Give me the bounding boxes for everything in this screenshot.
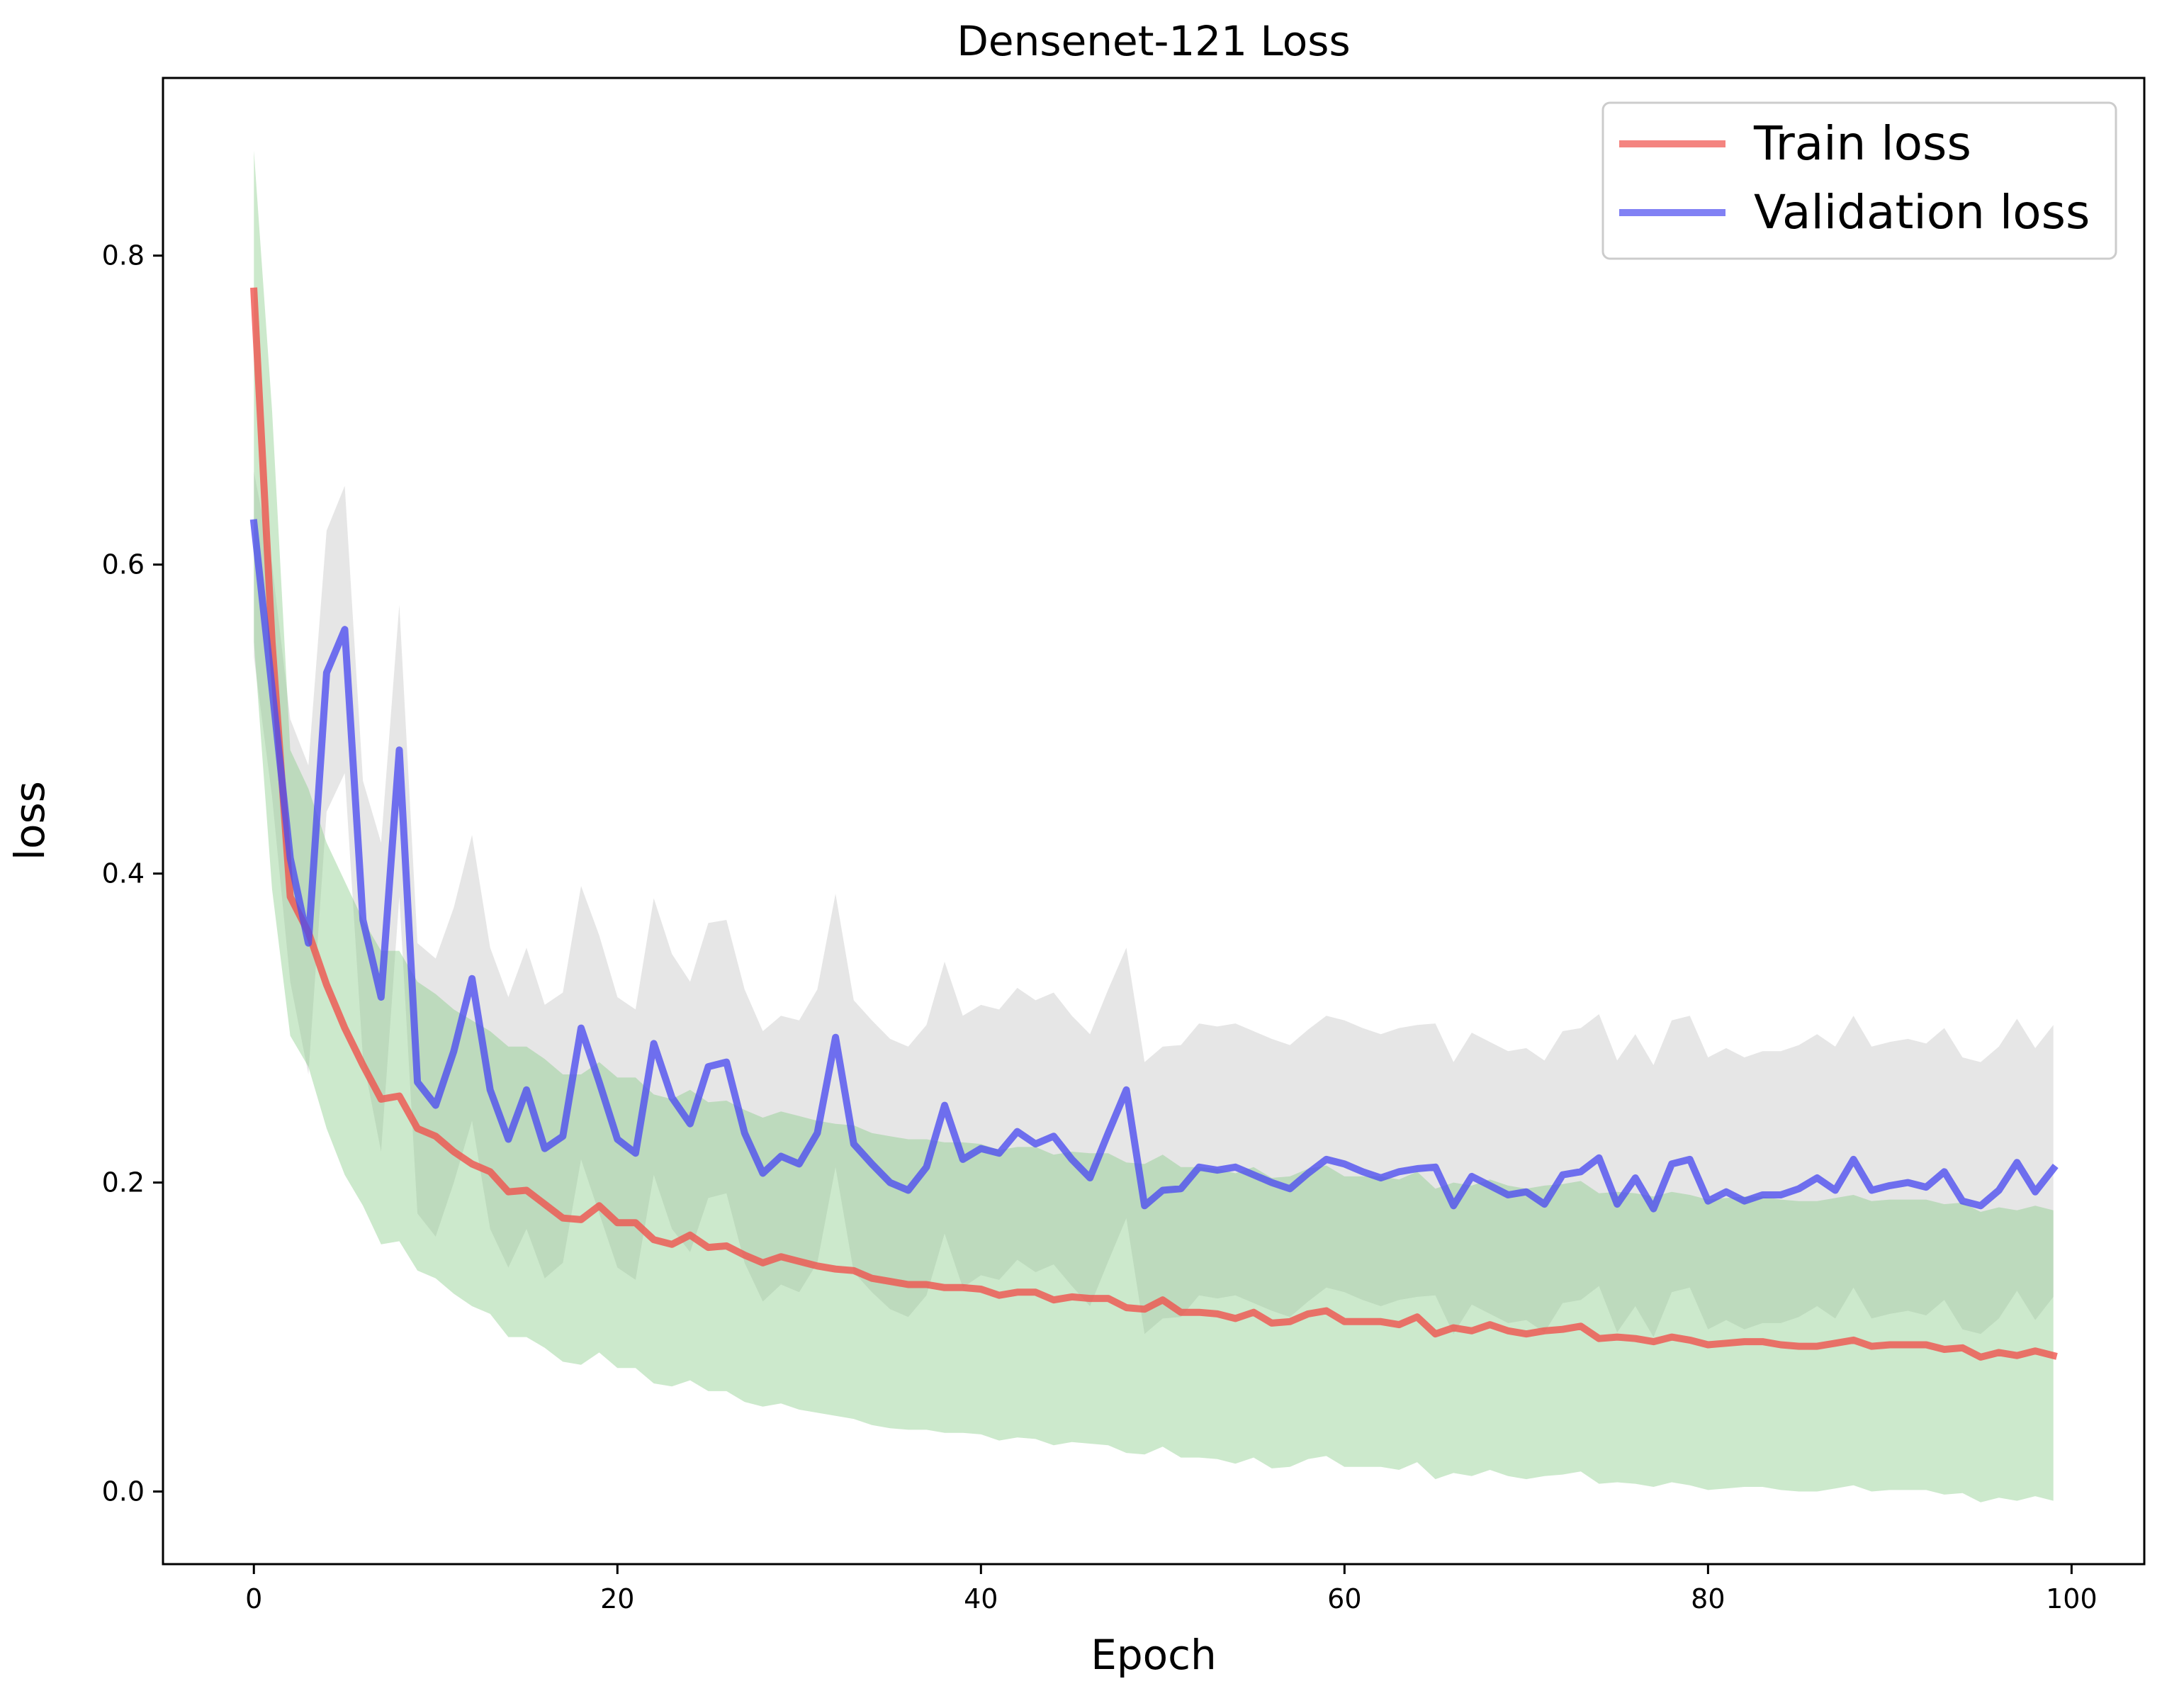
legend-label-validation: Validation loss bbox=[1754, 185, 2090, 240]
plot-frame bbox=[162, 77, 2146, 1566]
y-tick-label: 0.8 bbox=[102, 240, 145, 271]
validation-loss-band bbox=[254, 471, 2054, 1337]
confidence-bands bbox=[254, 150, 2054, 1502]
x-axis-ticks: 0 20 40 60 80 100 bbox=[245, 1564, 2098, 1614]
legend-box bbox=[1601, 101, 2117, 260]
x-tick-label: 80 bbox=[1691, 1583, 1725, 1614]
y-tick-label: 0.6 bbox=[102, 549, 145, 580]
series-lines bbox=[249, 287, 2059, 1361]
y-tick-label: 0.4 bbox=[102, 858, 145, 889]
x-axis-title: Epoch bbox=[1091, 1631, 1217, 1679]
legend-label-train: Train loss bbox=[1753, 116, 1971, 171]
y-tick-label: 0.2 bbox=[102, 1167, 145, 1198]
train-loss-band bbox=[254, 150, 2054, 1502]
x-tick-label: 0 bbox=[245, 1583, 262, 1614]
x-tick-label: 100 bbox=[2046, 1583, 2098, 1614]
y-axis-ticks: 0.0 0.2 0.4 0.6 0.8 bbox=[102, 240, 163, 1507]
validation-loss-line bbox=[249, 519, 2059, 1213]
y-axis-title: loss bbox=[6, 781, 54, 860]
x-tick-label: 20 bbox=[600, 1583, 634, 1614]
chart-title: Densenet-121 Loss bbox=[957, 17, 1350, 65]
y-tick-label: 0.0 bbox=[102, 1476, 145, 1507]
x-tick-label: 40 bbox=[964, 1583, 998, 1614]
train-loss-line bbox=[250, 287, 2058, 1361]
legend: Train loss Validation loss bbox=[1601, 101, 2117, 260]
x-tick-label: 60 bbox=[1327, 1583, 1361, 1614]
